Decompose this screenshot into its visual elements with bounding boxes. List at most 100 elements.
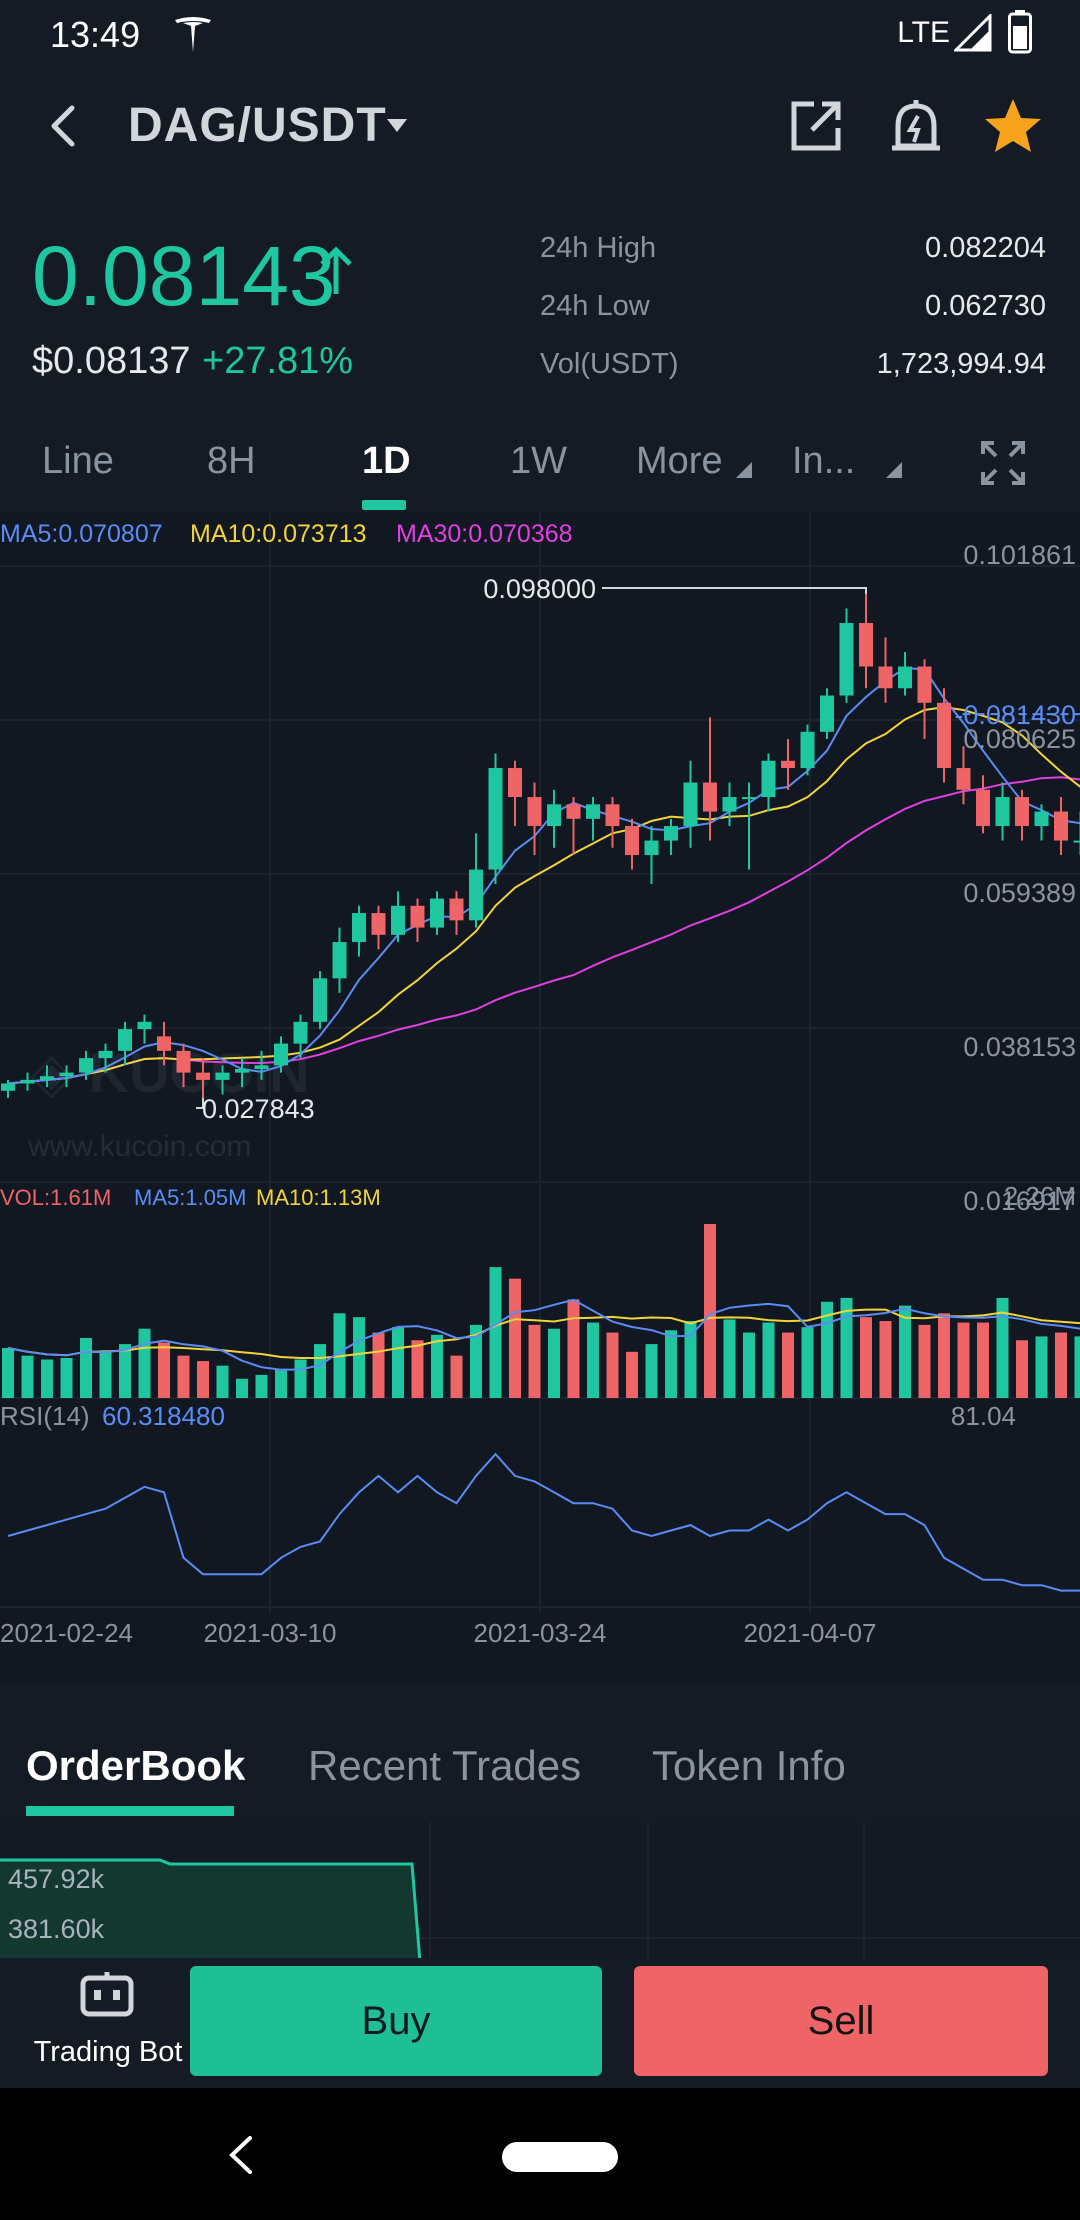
volume-bar	[138, 1328, 151, 1398]
candle	[235, 1068, 249, 1073]
vol-ma10-label: MA10:1.13M	[256, 1185, 381, 1210]
candle	[176, 1050, 191, 1073]
volume-bar	[41, 1359, 53, 1398]
tab-indicators[interactable]: In...	[792, 440, 856, 482]
volume-bar	[353, 1317, 365, 1398]
share-icon[interactable]	[788, 98, 846, 154]
battery-icon	[1008, 10, 1032, 54]
candle	[664, 826, 678, 841]
current-price-label: -0.081430	[954, 700, 1076, 730]
candle	[878, 666, 893, 689]
orderbook-row: 381.60k	[8, 1914, 105, 1944]
y-tick-label: 0.016917	[963, 1186, 1076, 1216]
candle	[274, 1043, 288, 1066]
stat-vol-value: 1,723,994.94	[876, 348, 1046, 380]
volume-bar	[528, 1324, 541, 1398]
volume-bar	[450, 1355, 463, 1398]
ma30-label: MA30:0.070368	[396, 520, 573, 548]
candle	[313, 978, 327, 1022]
fullscreen-icon[interactable]	[980, 440, 1026, 486]
trading-bot-icon[interactable]	[78, 1970, 136, 2020]
rsi-max-label: 81.04	[951, 1401, 1016, 1431]
volume-bar	[99, 1350, 112, 1398]
high-annotation: 0.098000	[483, 574, 596, 604]
favorite-star-icon[interactable]	[982, 96, 1044, 156]
more-dropdown-icon[interactable]	[736, 462, 752, 478]
vol-ma5-line	[7, 1298, 1080, 1371]
ma30-line	[7, 776, 1080, 1085]
back-arrow-icon[interactable]	[40, 96, 86, 156]
candle	[839, 623, 854, 696]
candle	[1034, 811, 1049, 827]
volume-bar	[489, 1267, 502, 1398]
stat-high-value: 0.082204	[925, 232, 1046, 264]
volume-bar	[392, 1327, 404, 1398]
pair-selector[interactable]: DAG/USDT	[128, 99, 387, 152]
nav-home-pill[interactable]	[502, 2142, 618, 2172]
candle	[118, 1029, 132, 1051]
volume-bar	[762, 1322, 775, 1398]
rsi-value: 60.318480	[102, 1401, 225, 1431]
volume-bar	[2, 1347, 14, 1398]
volume-bar	[996, 1297, 1009, 1398]
x-tick-label: 2021-02-24	[0, 1618, 133, 1648]
candle	[859, 623, 873, 667]
volume-bar	[509, 1278, 521, 1398]
candle	[352, 913, 366, 943]
candle	[488, 768, 503, 870]
volume-bar	[236, 1378, 248, 1398]
trading-bot-label[interactable]: Trading Bot	[33, 2036, 183, 2068]
caret-down-icon[interactable]	[386, 118, 408, 134]
tab-line[interactable]: Line	[42, 440, 114, 482]
candle	[1015, 797, 1029, 827]
up-arrow-icon	[320, 246, 352, 294]
volume-bar	[684, 1321, 697, 1398]
volume-bar	[821, 1301, 833, 1398]
tab-1d[interactable]: 1D	[362, 440, 411, 482]
volume-bar	[743, 1332, 755, 1398]
rsi-line	[7, 1452, 1080, 1592]
candle	[722, 797, 737, 812]
volume-bar	[21, 1355, 34, 1398]
price-alert-icon[interactable]	[886, 96, 946, 156]
tab-orderbook[interactable]: OrderBook	[26, 1742, 246, 1789]
indicators-dropdown-icon[interactable]	[886, 462, 902, 478]
orderbook[interactable]: 457.92k 381.60k	[0, 1822, 1080, 1962]
tab-1w[interactable]: 1W	[510, 440, 567, 482]
x-tick-label: 2021-03-24	[474, 1618, 607, 1648]
stat-low-value: 0.062730	[925, 290, 1046, 322]
candle	[371, 913, 386, 935]
candlestick-chart[interactable]: ◈ KUCOIN www.kucoin.com MA5:0.070807 MA10…	[0, 512, 1080, 1682]
candle	[391, 905, 405, 935]
volume-bar	[626, 1351, 638, 1398]
ma5-line	[7, 666, 1080, 1085]
sell-button[interactable]: Sell	[634, 1966, 1048, 2076]
buy-button[interactable]: Buy	[190, 1966, 602, 2076]
volume-bar	[899, 1305, 911, 1398]
volume-bar	[314, 1344, 326, 1398]
tab-more[interactable]: More	[636, 440, 723, 482]
candle	[605, 804, 620, 827]
x-tick-label: 2021-04-07	[744, 1618, 877, 1648]
volume-bar	[977, 1322, 989, 1398]
volume-bar	[60, 1357, 73, 1398]
volume-bar	[938, 1313, 950, 1398]
x-tick-label: 2021-03-10	[204, 1618, 337, 1648]
nav-back-icon[interactable]	[226, 2134, 256, 2176]
candle	[742, 797, 756, 800]
tab-token-info[interactable]: Token Info	[652, 1742, 846, 1789]
y-tick-label: 0.080625	[963, 724, 1076, 754]
volume-bar	[782, 1332, 794, 1398]
network-type: LTE	[897, 16, 950, 49]
volume-bar	[411, 1340, 424, 1398]
y-tick-label: 0.059389	[963, 878, 1076, 908]
candle	[586, 804, 600, 819]
candle	[1, 1083, 15, 1091]
chart-area[interactable]: ◈ KUCOIN www.kucoin.com MA5:0.070807 MA10…	[0, 512, 1080, 1682]
tab-8h[interactable]: 8H	[207, 440, 256, 482]
vol-ma10-line	[7, 1308, 1080, 1359]
volume-bar	[216, 1365, 229, 1398]
tab-recent-trades[interactable]: Recent Trades	[308, 1742, 582, 1789]
candle	[1054, 811, 1068, 841]
orderbook-row: 457.92k	[8, 1864, 105, 1894]
